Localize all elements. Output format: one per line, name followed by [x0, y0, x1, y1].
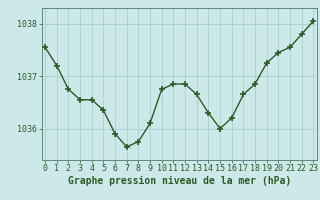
- X-axis label: Graphe pression niveau de la mer (hPa): Graphe pression niveau de la mer (hPa): [68, 176, 291, 186]
